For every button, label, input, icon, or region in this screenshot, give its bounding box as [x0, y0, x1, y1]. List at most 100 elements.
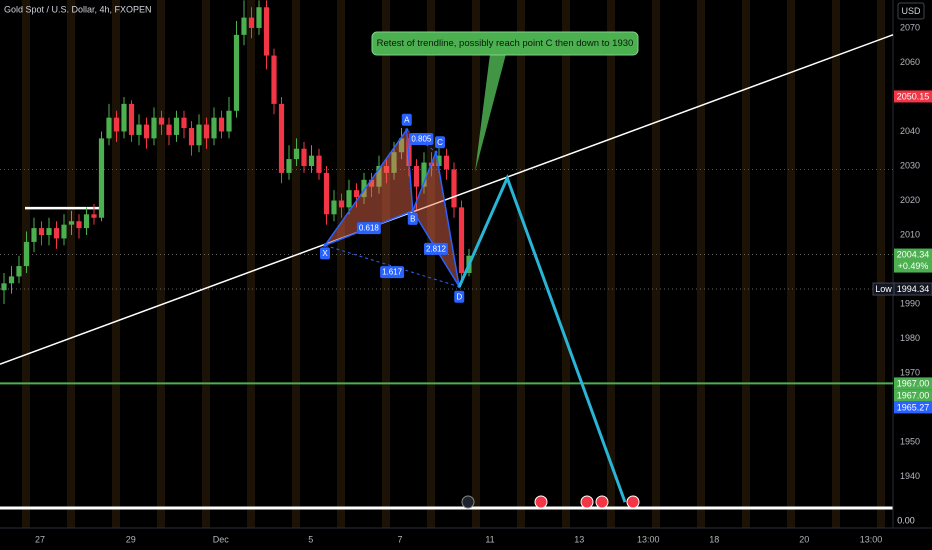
- chart-title: Gold Spot / U.S. Dollar, 4h, FXOPEN: [4, 4, 152, 14]
- candle-body: [121, 103, 127, 132]
- y-tick-label: 2070: [900, 22, 920, 32]
- candle-body: [136, 124, 142, 135]
- candle-body: [23, 241, 30, 267]
- candle-body: [106, 117, 112, 139]
- pattern-label-box: [435, 136, 445, 149]
- candle-body: [271, 55, 277, 104]
- candle-body: [181, 117, 187, 129]
- session-band: [832, 0, 840, 528]
- price-label-box: [894, 389, 932, 402]
- candle-body: [316, 155, 322, 173]
- x-tick-label: 27: [35, 534, 45, 544]
- x-tick-label: 13:00: [637, 534, 660, 544]
- session-band: [562, 0, 570, 528]
- pattern-label-box: [401, 113, 412, 126]
- trendline: [0, 34, 894, 365]
- candle-body: [166, 124, 172, 135]
- candle-body: [301, 148, 307, 166]
- price-tag-box: [872, 282, 895, 296]
- x-tick-label: 29: [126, 534, 136, 544]
- projection-line: [457, 174, 627, 503]
- session-band: [157, 0, 165, 528]
- candle-body: [346, 190, 352, 208]
- pattern-point: [434, 150, 438, 154]
- price-label: 1967.00: [897, 378, 930, 388]
- pattern-point: [411, 209, 415, 213]
- ratio-box: [409, 132, 434, 145]
- pattern-label: A: [404, 115, 410, 124]
- event-icon[interactable]: [534, 495, 548, 509]
- candle-body: [61, 224, 67, 239]
- candle-body: [286, 159, 292, 173]
- session-band: [877, 0, 885, 528]
- ratio-box: [380, 266, 405, 279]
- candle-body: [226, 110, 232, 132]
- ratio-label: 1.617: [382, 268, 403, 277]
- candle-body: [256, 7, 262, 28]
- pattern-label: D: [456, 292, 462, 301]
- session-band: [112, 0, 120, 528]
- candle-body: [391, 152, 397, 173]
- candle-body: [91, 214, 97, 218]
- candle-body: [203, 124, 210, 139]
- session-band: [472, 0, 480, 528]
- candle-body: [188, 128, 195, 146]
- candle-body: [53, 228, 60, 239]
- candle-body: [458, 207, 465, 273]
- candle-body: [143, 124, 150, 139]
- price-label-sub: +0.49%: [898, 261, 929, 271]
- candle-body: [293, 148, 300, 160]
- session-band: [652, 0, 660, 528]
- session-band: [697, 0, 705, 528]
- candle-body: [376, 165, 382, 187]
- candle-body: [76, 221, 82, 229]
- x-tick-label: 7: [397, 534, 402, 544]
- pattern-label-box: [320, 247, 330, 260]
- y-tick-label: 1940: [900, 471, 920, 481]
- pattern-point: [405, 128, 409, 132]
- price-label: 1994.34: [897, 284, 930, 294]
- price-label-box: [894, 377, 932, 390]
- price-tag: Low: [875, 284, 892, 294]
- y-tick-label: 2060: [900, 57, 920, 67]
- candle-body: [308, 155, 315, 166]
- currency-box[interactable]: [897, 2, 925, 20]
- event-icons: [461, 495, 640, 509]
- event-icon[interactable]: [626, 495, 640, 509]
- event-icon[interactable]: [461, 495, 475, 509]
- candle-body: [46, 228, 52, 236]
- ratio-label: 0.805: [411, 135, 432, 144]
- candle-body: [421, 162, 427, 187]
- candle-body: [248, 17, 255, 28]
- candle-body: [196, 124, 202, 146]
- currency: USD: [901, 6, 921, 16]
- pattern-label: C: [437, 138, 443, 147]
- x-tick-label: Dec: [213, 534, 230, 544]
- price-label: 1967.00: [897, 390, 930, 400]
- session-band: [247, 0, 255, 528]
- candle-body: [368, 179, 375, 187]
- candle-body: [38, 228, 45, 236]
- event-icon[interactable]: [580, 495, 594, 509]
- candle-body: [68, 221, 75, 225]
- candle-body: [331, 200, 337, 215]
- candle-body: [263, 7, 270, 56]
- session-band: [67, 0, 75, 528]
- y-tick-label: 1980: [900, 333, 920, 343]
- candle-body: [278, 103, 285, 173]
- y-tick-label: 2020: [900, 195, 920, 205]
- candle-body: [151, 117, 157, 139]
- callout-box[interactable]: [371, 31, 639, 56]
- ratio-label: 0.618: [359, 224, 380, 233]
- session-band: [787, 0, 795, 528]
- candle-body: [323, 172, 330, 215]
- candle-body: [98, 138, 105, 218]
- x-tick-label: 11: [485, 534, 494, 544]
- event-icon[interactable]: [595, 495, 609, 509]
- candle-body: [173, 117, 180, 135]
- candle-body: [1, 283, 7, 291]
- session-band: [382, 0, 390, 528]
- candle-body: [413, 165, 420, 187]
- candle-body: [211, 117, 217, 139]
